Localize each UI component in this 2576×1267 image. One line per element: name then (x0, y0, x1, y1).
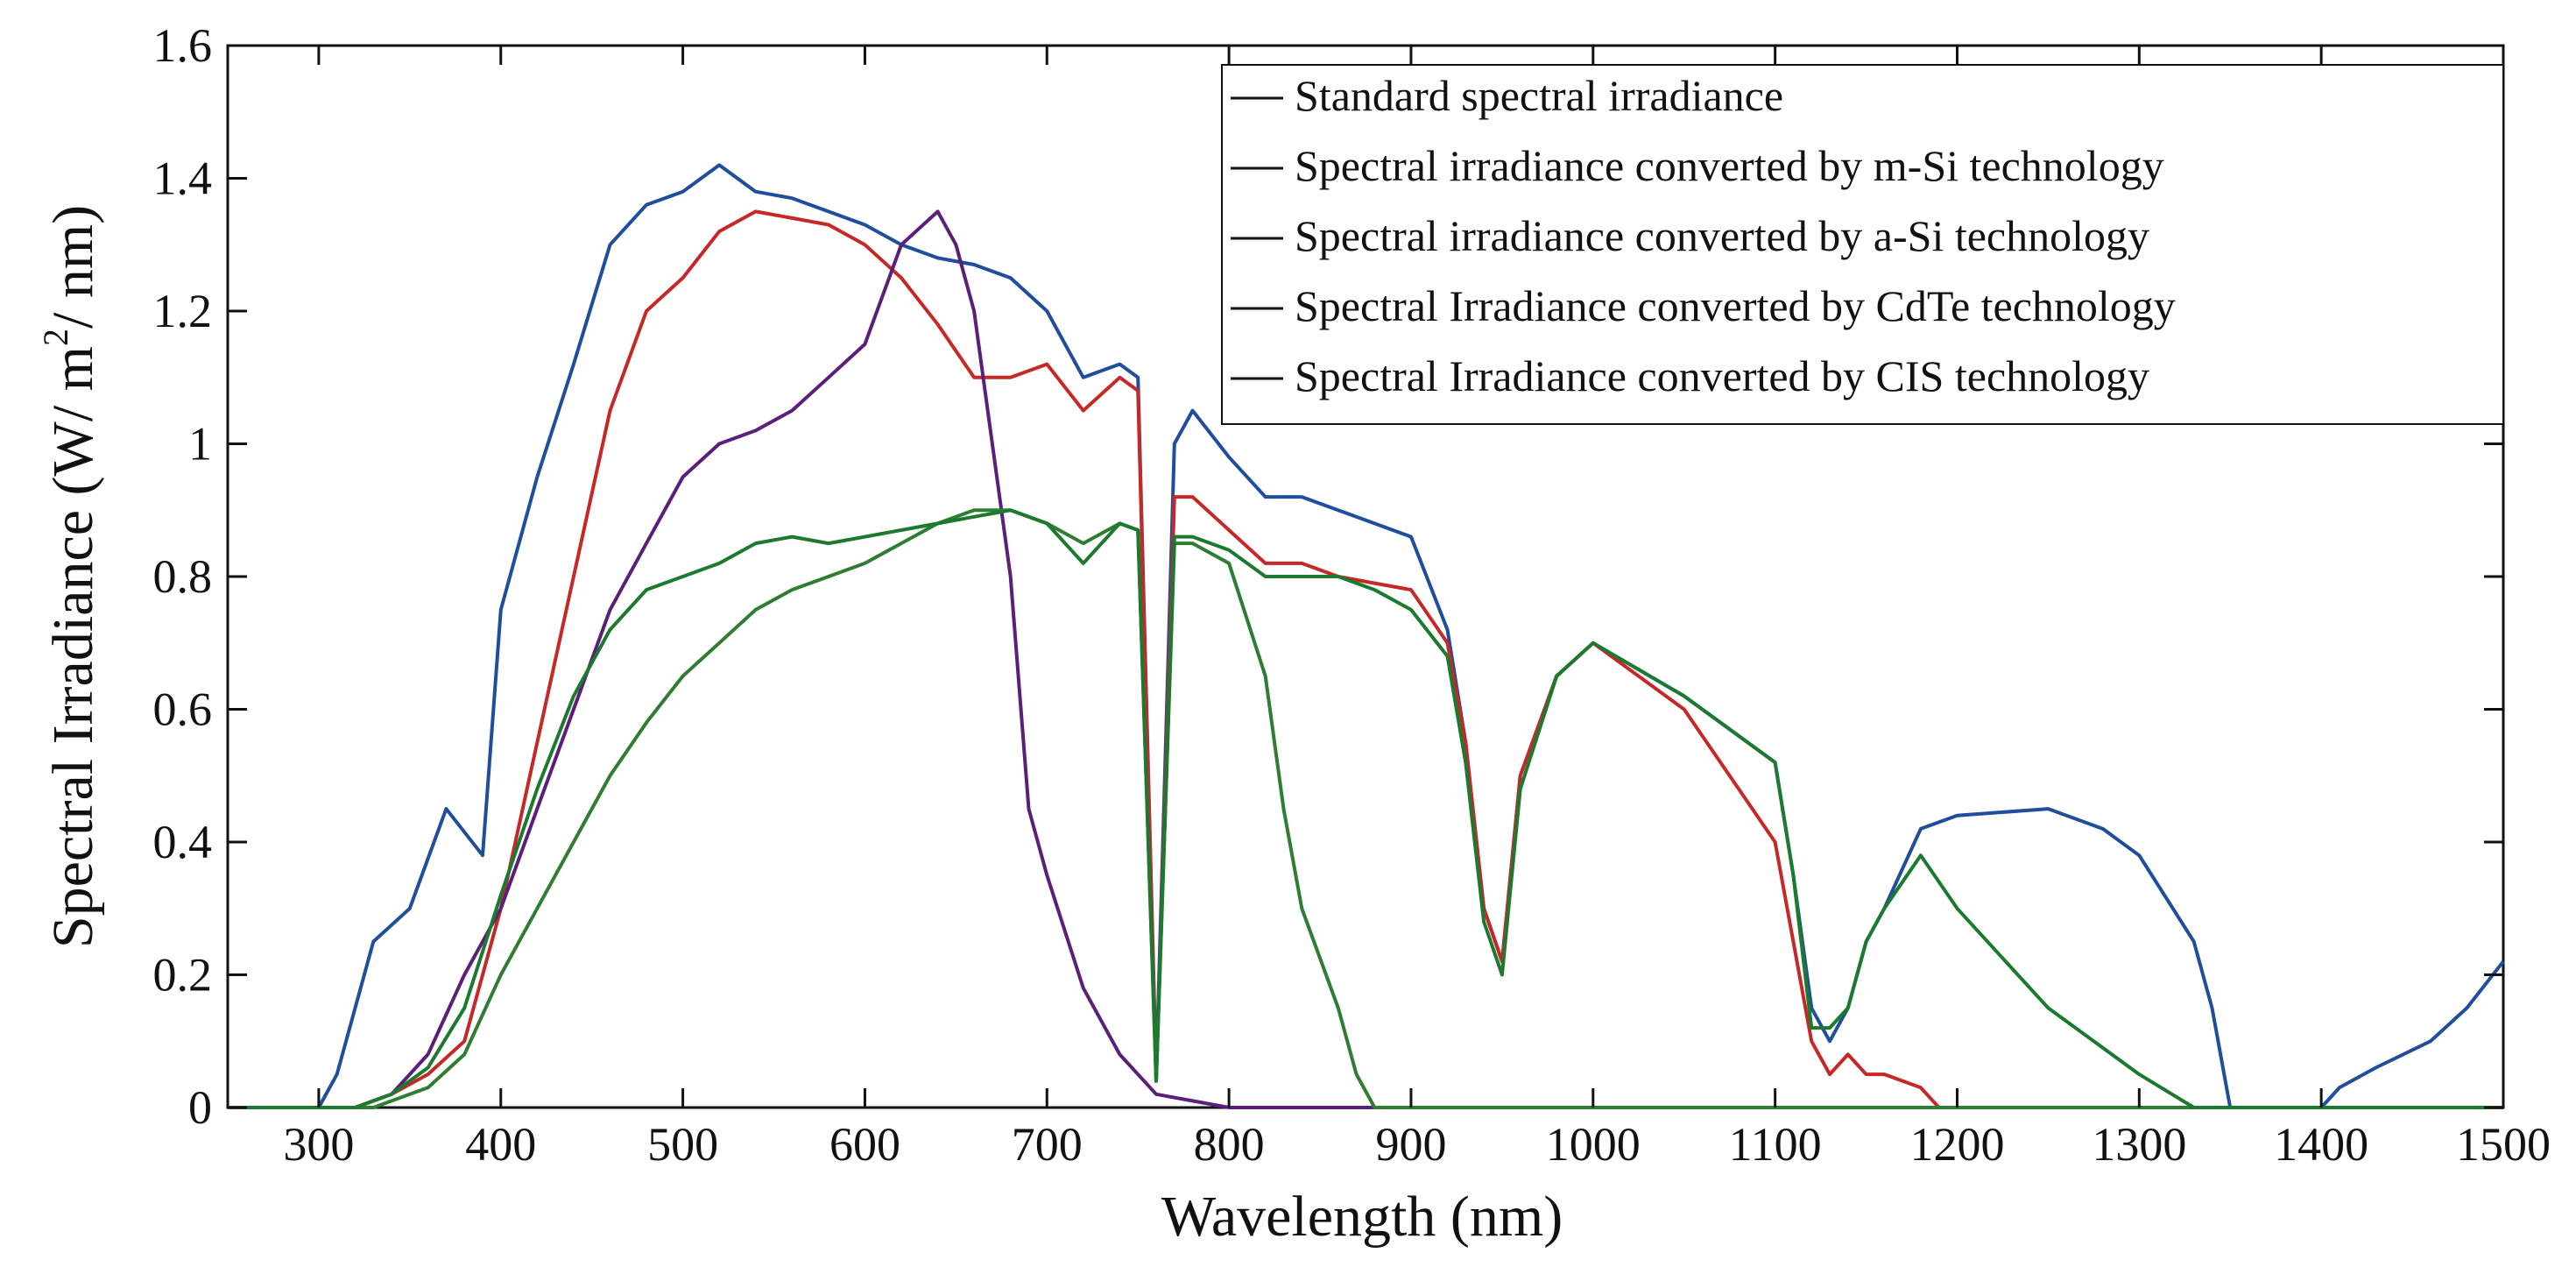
legend-box (1221, 64, 2504, 425)
y-tick-label: 0.2 (153, 949, 213, 1002)
y-tick-label: 0 (188, 1081, 212, 1134)
y-axis-title-superscript: 2 (36, 329, 75, 346)
y-tick-label: 0.8 (153, 550, 213, 603)
legend-entry: Standard spectral irradiance (1295, 71, 1783, 120)
x-axis-title: Wavelength (nm) (1161, 1185, 1563, 1249)
x-tick-label: 300 (283, 1118, 354, 1171)
y-tick-label: 0.6 (153, 683, 213, 736)
x-tick-label: 1500 (2456, 1118, 2551, 1171)
y-tick-label: 1.2 (153, 285, 213, 337)
y-tick-label: 1 (188, 418, 212, 471)
x-tick-label: 600 (829, 1118, 900, 1171)
x-tick-label: 1200 (1909, 1118, 2004, 1171)
series-line-5 (228, 508, 2503, 1109)
y-axis-title-units: / nm) (41, 205, 105, 329)
x-tick-label: 1300 (2092, 1118, 2186, 1171)
y-axis-title: Spectral Irradiance (W/ m2/ nm) (36, 205, 105, 948)
y-tick-label: 0.4 (153, 816, 213, 868)
series-line-2 (228, 209, 2503, 1109)
legend-entry: Spectral irradiance converted by a-Si te… (1295, 211, 2149, 260)
series-layer (228, 163, 2505, 1109)
legend-entry: Spectral Irradiance converted by CdTe te… (1295, 281, 2176, 330)
legend: Standard spectral irradiance Spectral irr… (1221, 64, 2504, 425)
x-tick-label: 400 (465, 1118, 536, 1171)
x-tick-label: 900 (1375, 1118, 1446, 1171)
x-tick-label: 800 (1194, 1118, 1265, 1171)
series-line-4 (228, 508, 2503, 1109)
legend-entry: Spectral irradiance converted by m-Si te… (1295, 141, 2164, 190)
series-line-1 (228, 163, 2505, 1109)
x-tick-label: 1000 (1546, 1118, 1641, 1171)
x-tick-label: 1100 (1729, 1118, 1822, 1171)
x-tick-label: 700 (1012, 1118, 1083, 1171)
y-tick-label: 1.4 (153, 152, 213, 205)
tick-labels: 300 400 500 600 700 800 900 1000 1100 1200 1300 140… (153, 19, 2551, 1171)
x-tick-label: 500 (647, 1118, 718, 1171)
y-axis-title-main: Spectral Irradiance (W/ m (41, 346, 105, 948)
legend-entry: Spectral Irradiance converted by CIS tec… (1295, 351, 2149, 400)
y-tick-label: 1.6 (153, 19, 213, 72)
x-tick-label: 1400 (2274, 1118, 2368, 1171)
